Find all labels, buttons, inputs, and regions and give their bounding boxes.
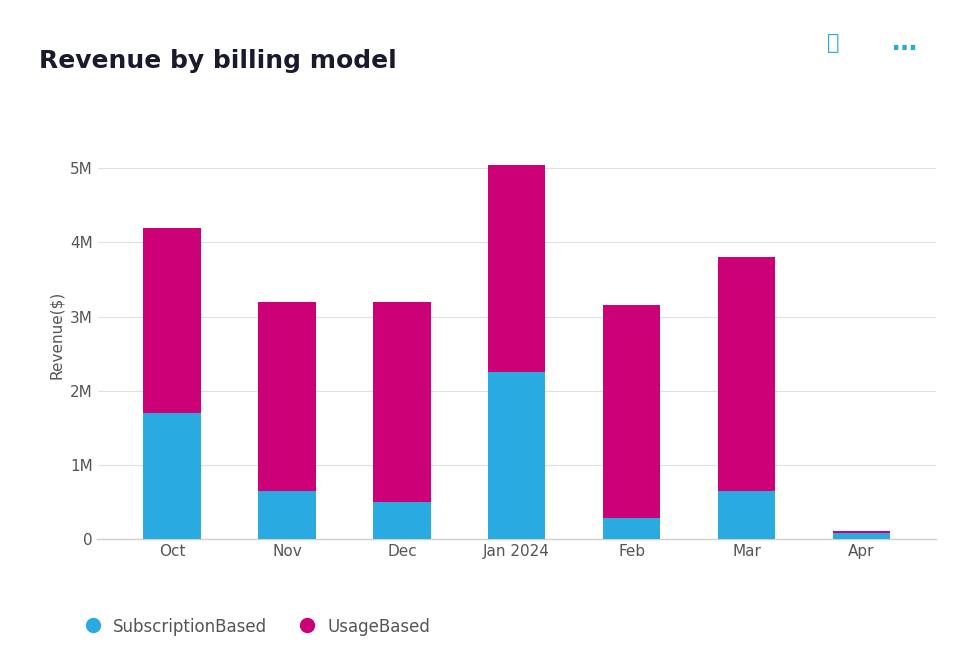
Bar: [373, 302, 431, 502]
Bar: [718, 258, 775, 491]
Bar: [488, 165, 545, 372]
Bar: [603, 518, 660, 539]
Text: ⓘ: ⓘ: [828, 33, 839, 53]
Bar: [143, 228, 201, 413]
Bar: [833, 532, 890, 533]
Bar: [373, 502, 431, 539]
Bar: [258, 302, 316, 491]
Bar: [488, 372, 545, 539]
Y-axis label: Revenue($): Revenue($): [49, 291, 64, 379]
Text: Revenue by billing model: Revenue by billing model: [39, 49, 397, 74]
Bar: [833, 533, 890, 539]
Bar: [143, 413, 201, 539]
Bar: [718, 491, 775, 539]
Legend: SubscriptionBased, UsageBased: SubscriptionBased, UsageBased: [87, 618, 430, 635]
Bar: [258, 491, 316, 539]
Text: …: …: [892, 31, 917, 55]
Bar: [603, 306, 660, 518]
